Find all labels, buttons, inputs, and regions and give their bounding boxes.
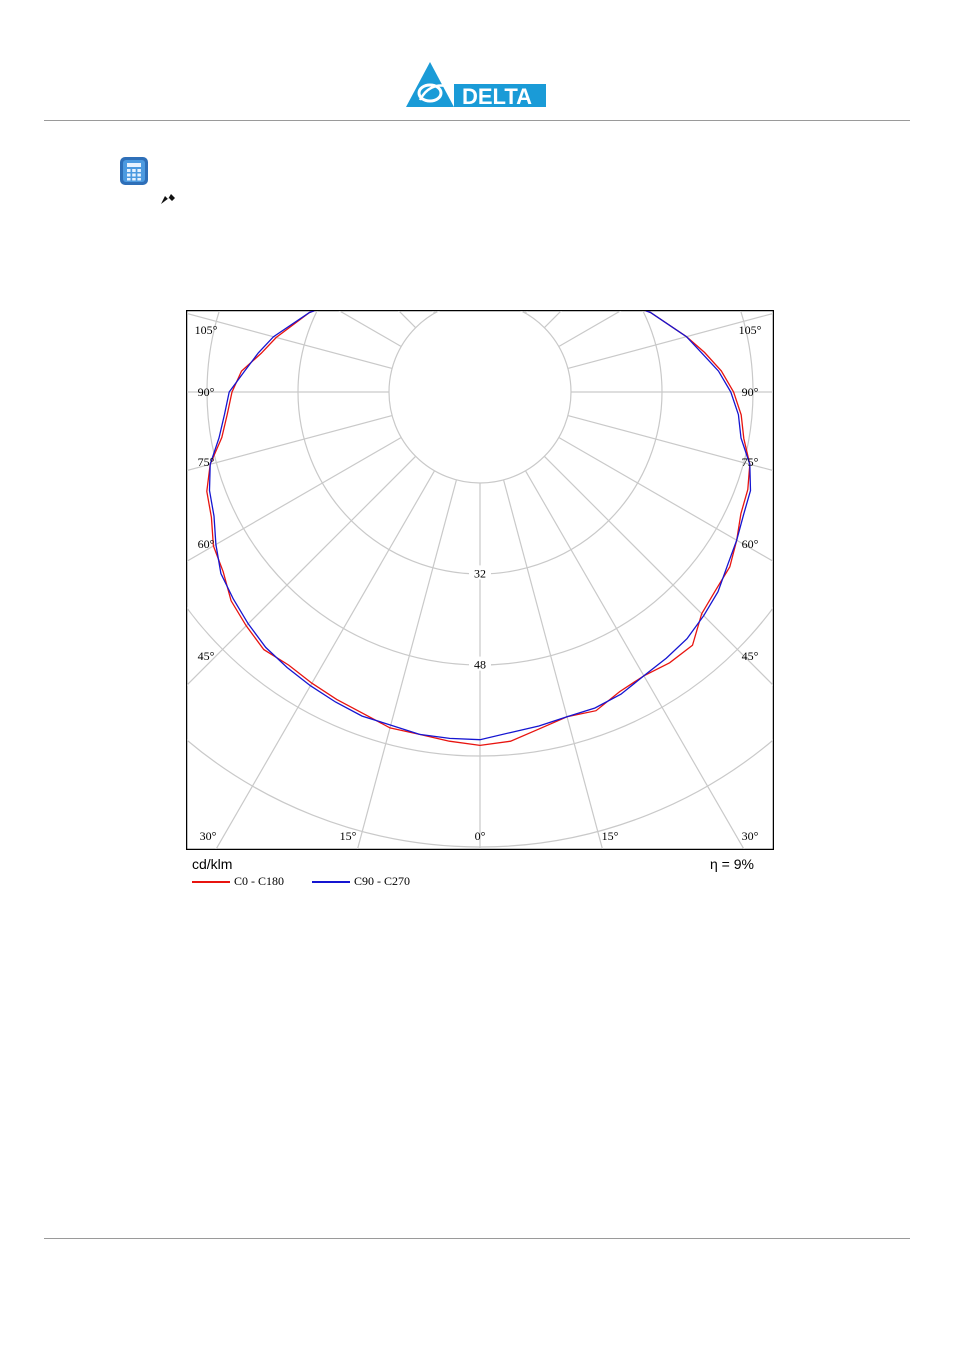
legend-item-c0-c180: C0 - C180 [192,874,284,889]
legend-item-c90-c270: C90 - C270 [312,874,410,889]
brand-name: DELTA [462,84,532,109]
grid-spoke [187,312,393,370]
legend-swatch-c90-c270 [312,881,350,884]
angle-label-right: 30° [742,829,759,843]
grid-spoke [187,436,402,562]
angle-label-right: 90° [742,385,759,399]
r-tick-label: 48 [474,658,486,672]
r-tick-bg [469,656,491,671]
angle-label-right: 45° [742,649,759,663]
series-line-0 [206,311,751,747]
pen-icon [159,192,179,206]
grid-spoke [187,414,393,472]
angle-label-right: 105° [739,323,762,337]
angle-label-left: 30° [200,829,217,843]
legend-swatch-c0-c180 [192,881,230,884]
calculator-icon[interactable] [119,156,149,186]
legend-label-c0-c180: C0 - C180 [234,874,285,888]
grid-spoke [543,455,773,686]
angle-label-left: 75° [198,455,215,469]
angle-label-right: 75° [742,455,759,469]
grid-spoke [567,312,773,370]
angle-label-right: 60° [742,537,759,551]
legend-label-c90-c270: C90 - C270 [354,874,411,888]
grid-spoke [187,455,417,686]
footer-divider [44,1238,910,1239]
angle-label-left: 60° [198,537,215,551]
angle-label-left: 45° [198,649,215,663]
r-tick-bg [469,565,491,580]
grid-spoke [502,479,604,849]
r-tick-label: 32 [474,566,486,580]
header-divider [44,120,910,121]
unit-label: cd/klm [192,856,233,872]
angle-label-left: 90° [198,385,215,399]
angle-label-left: 105° [195,323,218,337]
angle-label-right: 15° [602,829,619,843]
delta-logo: DELTA [402,60,550,110]
polar-chart: 32 48 105° 90° 75° 60° 45° 30° 15° 105° 90° 75° 60° 4… [185,309,775,851]
angle-label-left: 15° [340,829,357,843]
grid-spoke [356,479,458,849]
angle-label-center: 0° [475,829,486,843]
grid-spoke [567,414,773,472]
grid-spoke [558,436,773,562]
efficiency-label: η = 9% [710,856,754,872]
grid-spoke [215,470,436,849]
grid-spoke [524,470,745,849]
series-line-1 [208,311,752,741]
